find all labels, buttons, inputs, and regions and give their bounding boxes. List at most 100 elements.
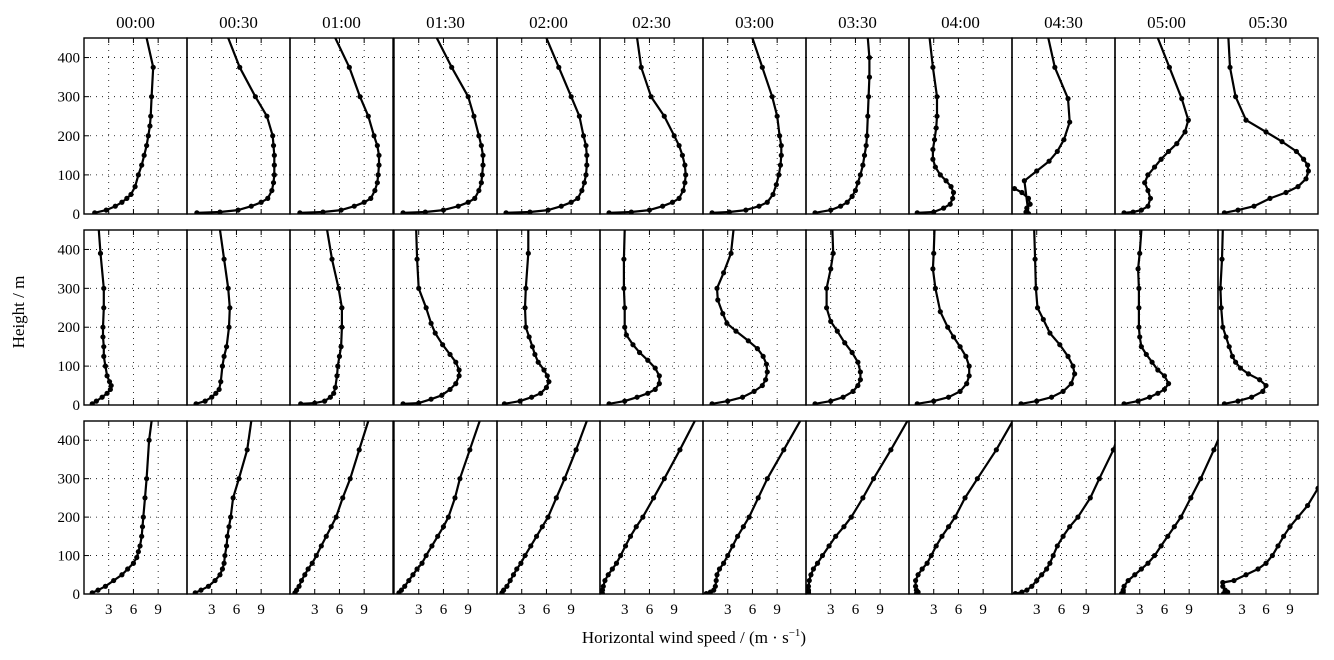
data-point <box>361 199 367 205</box>
profile-series <box>92 38 156 214</box>
x-tick-label: 6 <box>1161 602 1169 618</box>
panel-03:30-row-1: 03:30 <box>805 13 910 215</box>
data-point <box>763 361 770 367</box>
data-point <box>429 543 435 549</box>
data-point <box>613 560 620 566</box>
panel-05:00-row-3: 3 69 <box>1114 420 1219 618</box>
data-point <box>1136 324 1142 330</box>
data-point <box>435 533 441 539</box>
data-point <box>1047 330 1053 336</box>
data-point <box>842 340 848 346</box>
data-point <box>864 133 870 139</box>
data-point <box>947 201 953 207</box>
data-point <box>812 210 818 214</box>
data-point <box>1269 552 1275 559</box>
data-point <box>1245 371 1251 377</box>
data-point <box>376 152 382 158</box>
data-point <box>808 572 814 578</box>
data-point <box>1255 566 1261 572</box>
data-point <box>402 583 408 589</box>
data-point <box>141 152 147 158</box>
profile-series <box>912 421 1012 594</box>
data-point <box>538 390 544 396</box>
panel-05:00-row-2 <box>1114 229 1219 406</box>
panel-frame <box>599 229 704 406</box>
data-point <box>1218 305 1224 311</box>
data-point <box>645 357 651 363</box>
data-point <box>104 390 110 396</box>
data-point <box>1025 195 1032 201</box>
data-point <box>568 94 574 100</box>
data-point <box>414 256 420 262</box>
data-point <box>216 386 222 393</box>
data-point <box>1050 552 1056 559</box>
data-point <box>476 187 482 194</box>
x-tick-label: 3 <box>208 602 216 618</box>
data-point <box>581 180 587 186</box>
data-point <box>265 195 271 201</box>
data-point <box>934 94 940 100</box>
data-point <box>465 94 471 100</box>
data-point <box>937 172 943 178</box>
data-point <box>1137 250 1143 256</box>
profile-series <box>1118 437 1218 594</box>
data-point <box>1178 514 1184 520</box>
panel-frame <box>496 37 601 215</box>
data-point <box>471 113 477 119</box>
profile-series <box>600 421 696 594</box>
data-point <box>419 560 425 566</box>
panel-frame <box>1114 420 1219 595</box>
data-point <box>89 590 95 594</box>
wind-profile-line <box>403 38 485 214</box>
data-point <box>584 152 590 158</box>
data-point <box>374 180 380 186</box>
data-point <box>271 152 277 158</box>
data-point <box>1237 365 1243 371</box>
data-point <box>1121 401 1127 405</box>
data-point <box>449 64 455 70</box>
data-point <box>103 207 109 213</box>
data-point <box>919 566 925 572</box>
data-point <box>439 392 445 398</box>
data-point <box>623 332 629 338</box>
wind-profile-line <box>500 421 588 594</box>
data-point <box>844 199 850 205</box>
data-point <box>1012 185 1018 192</box>
data-point <box>669 199 676 205</box>
panel-05:30-row-1: 05:30 <box>1217 13 1319 215</box>
data-point <box>852 187 859 194</box>
x-tick-label: 9 <box>1185 602 1193 618</box>
data-point <box>1174 141 1180 147</box>
data-point <box>1165 381 1172 387</box>
panel-00:30-row-3: 3 69 <box>186 420 291 618</box>
data-point <box>721 560 727 566</box>
data-point <box>743 207 749 213</box>
data-point <box>1287 524 1293 530</box>
data-point <box>365 113 371 119</box>
data-point <box>1222 587 1228 593</box>
x-tick-label: 9 <box>1286 602 1294 618</box>
panel-row-1: 0 100 200 300 400 00:00 00:30 01:00 01:30 02:00 02… <box>58 13 1319 223</box>
data-point <box>964 381 970 387</box>
data-point <box>1044 566 1050 572</box>
data-point <box>101 353 107 359</box>
profile-series <box>192 421 253 594</box>
data-point <box>334 373 340 379</box>
y-tick-label: 400 <box>58 51 81 67</box>
data-point <box>630 342 636 348</box>
data-point <box>764 199 770 205</box>
time-label: 01:00 <box>322 13 361 32</box>
data-point <box>1198 476 1204 482</box>
panel-03:00-row-1: 03:00 <box>702 13 807 215</box>
x-axis-label: Horizontal wind speed / (m · s−1) <box>582 627 806 647</box>
data-point <box>339 305 345 311</box>
data-point <box>346 64 352 70</box>
panel-frame <box>1011 420 1116 595</box>
data-point <box>1052 64 1058 70</box>
data-point <box>209 394 215 400</box>
data-point <box>915 572 921 578</box>
data-point <box>849 193 855 199</box>
data-point <box>318 543 324 549</box>
data-point <box>546 379 552 385</box>
